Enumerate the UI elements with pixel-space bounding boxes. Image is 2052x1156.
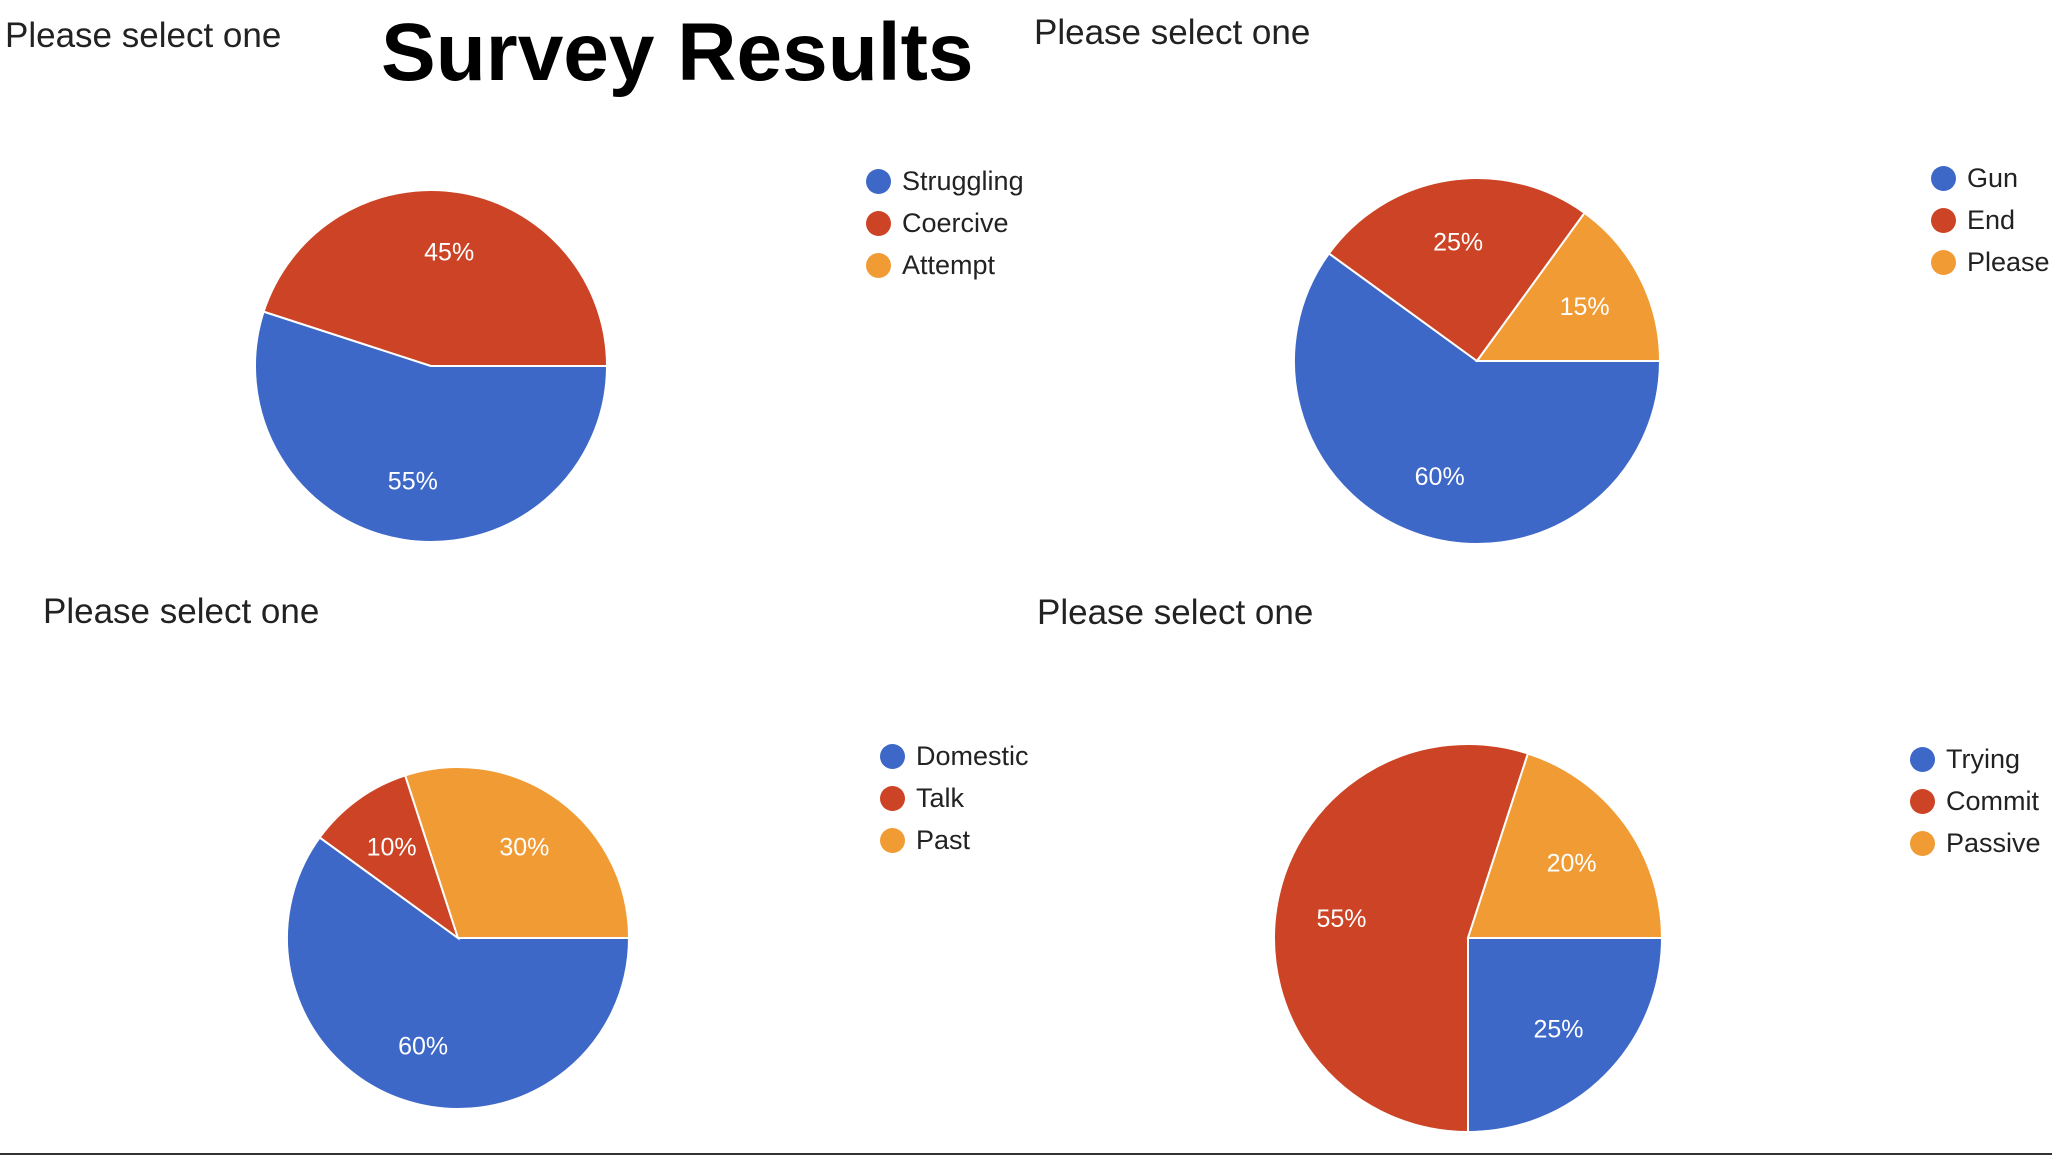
pie-slice-past — [403, 766, 631, 939]
legend-swatch — [1910, 830, 1935, 856]
legend-swatch — [1931, 207, 1956, 233]
legend-label: Attempt — [902, 249, 996, 280]
slice-label: 55% — [1317, 905, 1367, 933]
legend-swatch — [880, 785, 905, 811]
legend-item: Trying — [1910, 738, 2041, 780]
chart-panel-2: Please select one 60% 25% 15% Gun End Plea… — [1026, 0, 2052, 578]
slice-label: 10% — [367, 834, 417, 862]
legend-item: Passive — [1910, 822, 2041, 864]
legend-swatch — [866, 252, 891, 278]
legend-swatch — [1931, 165, 1956, 191]
legend-label: Commit — [1946, 785, 2039, 816]
pie-chart-4: 25% 55% 20% — [1273, 743, 1664, 1134]
legend-2: Gun End Please — [1931, 157, 2050, 283]
legend-swatch — [880, 743, 905, 769]
legend-label: Struggling — [902, 165, 1024, 196]
legend-label: Talk — [916, 782, 965, 813]
legend-swatch — [1910, 788, 1935, 814]
legend-item: Past — [880, 819, 1029, 861]
pie-slice-gun — [1293, 252, 1662, 545]
slice-label: 60% — [398, 1032, 448, 1060]
pie-slice-talk — [318, 774, 460, 941]
legend-swatch — [880, 827, 905, 853]
chart-panel-3: Please select one 60% 10% 30% Domestic Tal… — [0, 578, 1029, 1156]
legend-item: Talk — [880, 777, 1029, 819]
chart-title: Please select one — [43, 592, 320, 631]
pie-chart-1: 55% 45% — [254, 189, 609, 543]
slice-label: 25% — [1534, 1016, 1584, 1044]
legend-swatch — [1910, 746, 1935, 772]
legend-item: Attempt — [866, 244, 1024, 286]
legend-swatch — [866, 210, 891, 236]
pie-slice-please — [1475, 211, 1662, 362]
pie-slice-passive — [1466, 752, 1664, 939]
legend-label: Coercive — [902, 207, 1009, 238]
pie-chart-2: 60% 25% 15% — [1293, 177, 1662, 545]
chart-title: Please select one — [1034, 13, 1311, 52]
legend-label: Passive — [1946, 827, 2041, 858]
legend-label: End — [1967, 204, 2016, 235]
slice-label: 60% — [1415, 463, 1465, 491]
legend-item: Domestic — [880, 735, 1029, 777]
legend-label: Gun — [1967, 162, 2019, 193]
legend-label: Past — [916, 824, 971, 855]
legend-item: Gun — [1931, 157, 2050, 199]
legend-label: Trying — [1946, 743, 2021, 774]
legend-1: Struggling Coercive Attempt — [866, 160, 1024, 286]
chart-panel-1: Please select one 55% 45% Struggling Coer… — [0, 0, 1026, 578]
chart-panel-4: Please select one 25% 55% 20% Trying Commi… — [1026, 578, 2052, 1156]
chart-title: Please select one — [1037, 593, 1314, 632]
chart-title: Please select one — [5, 16, 282, 55]
pie-chart-3: 60% 10% 30% — [286, 766, 631, 1110]
slice-label: 20% — [1547, 850, 1597, 878]
legend-3: Domestic Talk Past — [880, 735, 1029, 861]
legend-swatch — [1931, 249, 1956, 275]
legend-swatch — [866, 168, 891, 194]
slice-label: 55% — [388, 468, 438, 496]
legend-item: Coercive — [866, 202, 1024, 244]
legend-label: Domestic — [916, 740, 1029, 771]
legend-item: End — [1931, 199, 2050, 241]
page-title: Survey Results — [381, 7, 974, 98]
legend-item: Please — [1931, 241, 2050, 283]
slice-label: 25% — [1433, 229, 1483, 257]
bottom-border — [0, 1153, 2052, 1155]
legend-item: Struggling — [866, 160, 1024, 202]
pie-slice-commit — [1273, 743, 1530, 1134]
slice-label: 45% — [424, 238, 474, 266]
slice-label: 30% — [499, 834, 549, 862]
pie-slice-coercive — [262, 189, 609, 367]
pie-slice-trying — [1467, 937, 1664, 1134]
slice-label: 15% — [1560, 293, 1610, 321]
pie-slice-end — [1327, 177, 1586, 363]
legend-item: Commit — [1910, 780, 2041, 822]
legend-label: Please — [1967, 246, 2050, 277]
legend-4: Trying Commit Passive — [1910, 738, 2041, 864]
pie-slice-domestic — [286, 836, 631, 1110]
pie-slice-struggling — [254, 310, 609, 543]
